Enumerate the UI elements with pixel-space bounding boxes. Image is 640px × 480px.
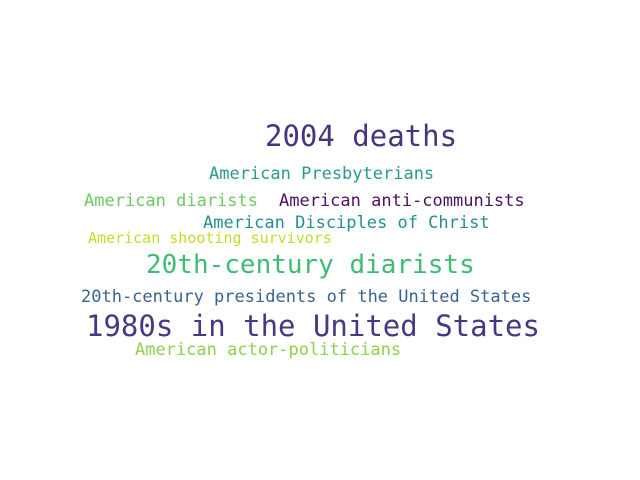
word-american-diarists: American diarists [84,191,258,211]
word-2004-deaths: 2004 deaths [265,119,458,153]
word-20th-century-presidents: 20th-century presidents of the United St… [81,287,532,307]
word-american-anti-communists: American anti-communists [279,191,525,211]
word-american-shooting-survivors: American shooting survivors [88,229,332,247]
word-1980s-in-the-united-states: 1980s in the United States [86,309,540,343]
word-american-presbyterians: American Presbyterians [209,164,435,184]
word-american-disciples-of-christ: American Disciples of Christ [203,213,490,233]
word-20th-century-diarists: 20th-century diarists [146,250,475,280]
word-american-actor-politicians: American actor-politicians [135,340,402,360]
